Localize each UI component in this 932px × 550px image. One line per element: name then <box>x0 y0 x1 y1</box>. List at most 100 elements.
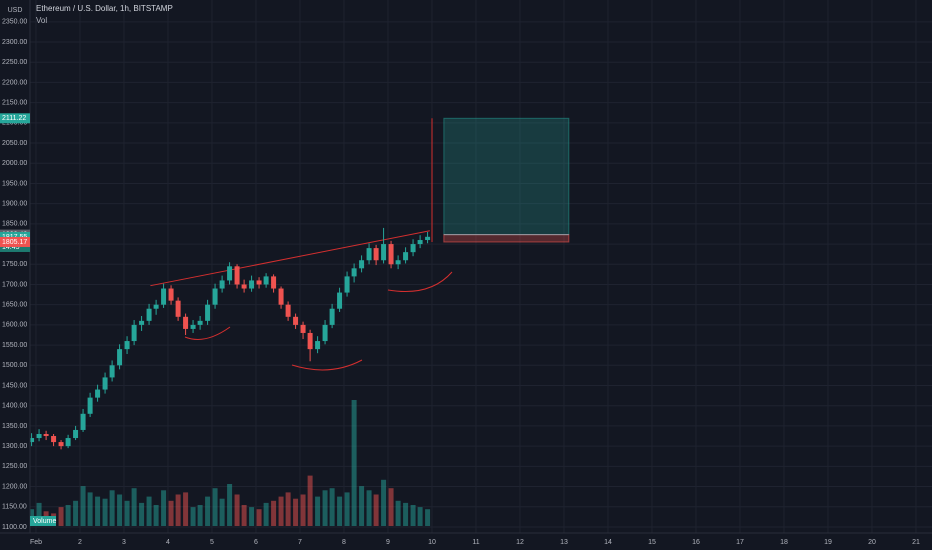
candle-body <box>168 288 174 301</box>
candle-body <box>227 266 233 281</box>
volume-bar <box>241 505 247 526</box>
volume-bar <box>36 502 42 526</box>
candle-body <box>87 397 93 414</box>
subtitle: Vol <box>36 16 47 25</box>
candle-body <box>344 276 350 293</box>
candle-body <box>117 349 123 366</box>
target-label: 2111.22 <box>2 115 26 122</box>
x-tick-label: 21 <box>912 539 920 546</box>
candle-body <box>300 324 306 333</box>
y-tick-label: 1600.00 <box>2 322 27 329</box>
candle-body <box>124 341 130 350</box>
candle-body <box>51 436 57 443</box>
volume-bar <box>410 505 416 526</box>
y-tick-label: 2200.00 <box>2 79 27 86</box>
candle-body <box>36 433 42 439</box>
candle-body <box>146 308 152 321</box>
volume-bar <box>161 490 167 526</box>
head-arc <box>291 359 363 371</box>
y-tick-label: 2000.00 <box>2 160 27 167</box>
volume-bar <box>359 486 365 526</box>
candle-body <box>161 288 167 305</box>
volume-bar <box>219 498 225 526</box>
candle-body <box>241 284 247 289</box>
x-tick-label: 15 <box>648 539 656 546</box>
volume-bar <box>315 496 321 526</box>
candle-body <box>293 316 299 325</box>
candle-body <box>43 433 49 437</box>
candle-body <box>205 304 211 321</box>
candle-body <box>234 266 240 285</box>
y-tick-label: 2050.00 <box>2 140 27 147</box>
candle-body <box>73 429 79 439</box>
x-tick-label: 20 <box>868 539 876 546</box>
candle-body <box>109 365 115 378</box>
volume-bar <box>205 496 211 526</box>
y-tick-label: 1850.00 <box>2 221 27 228</box>
volume-bar <box>58 507 64 526</box>
candle-body <box>175 300 181 317</box>
volume-bar <box>73 500 79 526</box>
x-tick-label: 3 <box>122 539 126 546</box>
currency: USD <box>8 7 23 14</box>
y-tick-label: 2350.00 <box>2 19 27 26</box>
price-axis <box>0 0 30 533</box>
candle-body <box>395 260 401 265</box>
x-tick-label: 4 <box>166 539 170 546</box>
y-tick-label: 1350.00 <box>2 423 27 430</box>
candle-body <box>278 288 284 305</box>
volume-bar <box>168 500 174 526</box>
candle-body <box>307 332 313 350</box>
volume-bar <box>65 505 71 526</box>
volume-label: Volume <box>33 518 56 525</box>
candle-body <box>329 308 335 325</box>
last-price-badge <box>0 231 30 242</box>
shoulder-arc <box>184 326 231 340</box>
candle-body <box>359 260 365 269</box>
x-tick-label: 11 <box>472 539 479 546</box>
x-tick-label: 10 <box>428 539 436 546</box>
y-tick-label: 1400.00 <box>2 403 27 410</box>
candle-body <box>197 320 203 325</box>
candle-body <box>190 324 196 329</box>
volume-bar <box>139 502 145 526</box>
target-zone <box>443 117 570 236</box>
candle-body <box>58 442 64 447</box>
volume-bar <box>373 494 379 526</box>
y-tick-label: 2150.00 <box>2 99 27 106</box>
volume-bar <box>212 488 218 526</box>
x-tick-label: 2 <box>78 539 82 546</box>
volume-bar <box>293 498 299 526</box>
candle-body <box>425 236 431 241</box>
candle-body <box>131 324 137 342</box>
candle-body <box>410 244 416 253</box>
candle-body <box>95 389 101 398</box>
y-tick-label: 2250.00 <box>2 59 27 66</box>
volume-bar <box>124 500 130 526</box>
y-tick-label: 1750.00 <box>2 261 27 268</box>
y-tick-label: 1450.00 <box>2 382 27 389</box>
volume-bar <box>95 496 101 526</box>
candle-body <box>153 304 159 309</box>
volume-bar <box>285 492 291 526</box>
candle-body <box>29 438 35 443</box>
x-tick-label: 18 <box>780 539 788 546</box>
volume-bar <box>227 484 233 526</box>
y-tick-label: 1650.00 <box>2 302 27 309</box>
candle-body <box>381 244 387 261</box>
candle-body <box>80 413 86 430</box>
plot <box>29 117 570 526</box>
volume-bar <box>263 502 269 526</box>
volume-bar <box>395 500 401 526</box>
countdown: 14:45 <box>2 244 20 251</box>
candle-body <box>102 377 108 390</box>
candle-body <box>322 324 328 342</box>
volume-bar <box>131 488 137 526</box>
y-tick-label: 1200.00 <box>2 483 27 490</box>
y-tick-label: 1700.00 <box>2 281 27 288</box>
volume-bar <box>190 507 196 526</box>
volume-bar <box>344 492 350 526</box>
x-tick-label: 12 <box>516 539 524 546</box>
